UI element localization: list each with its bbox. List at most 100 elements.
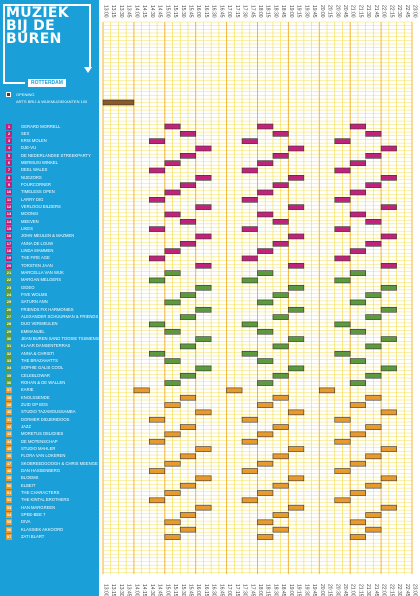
performer-row: 42 JAZZ — [6, 424, 31, 431]
performance-bar — [149, 255, 166, 262]
performance-bar — [365, 292, 382, 298]
performer-name: VERLOOIJ BILDERS — [21, 204, 61, 210]
time-label-top: 19:00 — [288, 5, 294, 18]
time-label-top: 17:00 — [226, 5, 232, 18]
time-label-bottom: 19:15 — [296, 584, 302, 596]
performance-bar — [241, 350, 258, 357]
time-label-top: 18:45 — [280, 5, 286, 18]
performer-name: DAN HASSENBERG — [21, 468, 61, 473]
performer-row: 51 THE CHARACTERS — [6, 490, 59, 496]
performer-number: 25 — [6, 299, 12, 306]
time-label-bottom: 17:45 — [249, 584, 255, 596]
performance-bar — [257, 519, 274, 526]
performer-name: KARIE — [21, 387, 34, 393]
performer-name: LARRY DIG — [21, 196, 44, 202]
performer-row: 11 LARRY DIG — [6, 196, 44, 203]
performer-name: LIKES — [21, 226, 33, 232]
performance-bar — [195, 145, 212, 152]
performer-number: 5 — [6, 152, 12, 159]
performance-bar — [149, 416, 166, 423]
performer-number: 21 — [6, 270, 12, 277]
performer-row: 1 GERARD MORRELL — [6, 123, 60, 130]
performer-row: 53 HAN MARGREEN — [6, 504, 56, 511]
time-label-bottom: 20:30 — [334, 584, 340, 596]
time-label-top: 18:15 — [265, 5, 271, 18]
performance-bar — [149, 277, 166, 284]
performer-name: THE FIRE AGE — [21, 255, 50, 261]
performer-name: MOONSI — [21, 211, 38, 217]
performer-name: MARGAN MELGERS — [21, 277, 62, 283]
performance-bar — [365, 218, 382, 225]
time-label-top: 21:30 — [365, 5, 371, 18]
brand-line-2: BIJ DE — [6, 18, 55, 34]
performer-number: 17 — [6, 240, 12, 247]
performer-row: 30 JEAN BUREN SAND TOOSIE TSSMENSEN — [6, 336, 104, 343]
performance-bar — [257, 534, 274, 540]
performance-bar — [241, 468, 258, 474]
performance-bar — [334, 197, 351, 203]
opening-bar — [102, 99, 135, 106]
performance-bar — [164, 160, 181, 166]
performance-bar — [257, 380, 274, 386]
performer-row: 50 ELBEIT — [6, 482, 35, 489]
performance-bar — [288, 175, 305, 181]
performance-bar — [380, 262, 397, 269]
performer-name: ZUID OP BOS — [21, 402, 48, 408]
frame-top-line — [3, 4, 91, 6]
performance-bar — [241, 321, 258, 328]
performance-bar — [334, 255, 351, 262]
performance-bar — [272, 240, 289, 247]
time-label-top: 15:15 — [172, 5, 178, 18]
time-label-bottom: 16:00 — [195, 584, 201, 596]
performer-name: LINDA MAMMEN — [21, 248, 54, 254]
performance-bar — [334, 350, 351, 357]
performer-number: 9 — [6, 182, 12, 189]
performer-row: 54 SPEE-BEE 7 — [6, 511, 46, 518]
performer-name: KLASSIEK AKKOORD — [21, 526, 64, 532]
performance-bar — [179, 453, 196, 460]
time-label-bottom: 21:45 — [373, 584, 379, 596]
time-label-bottom: 20:45 — [342, 584, 348, 596]
time-label-bottom: 14:45 — [157, 584, 163, 596]
performer-number: 35 — [6, 372, 12, 379]
performance-bar — [334, 167, 351, 174]
performance-bar — [195, 446, 212, 452]
performer-name: SPEE-BEE 7 — [21, 511, 46, 517]
performance-bar — [272, 424, 289, 430]
performance-bar — [149, 468, 166, 474]
performance-bar — [288, 145, 305, 152]
performer-number: 38 — [6, 394, 12, 401]
time-label-top: 22:45 — [404, 5, 410, 18]
performer-row: 45 STUDIO MAHLER — [6, 446, 55, 453]
performer-name: HAN MARGREEN — [21, 504, 56, 510]
performance-bar — [241, 197, 258, 203]
performer-name: ROHAN & DE WALLEN — [21, 380, 66, 386]
performer-name: CELEBLOWAR — [21, 372, 50, 378]
performer-name: SEX — [21, 130, 30, 136]
performer-number: 16 — [6, 233, 12, 240]
performer-row: 46 FLORA VAN LOKEREN — [6, 453, 66, 460]
time-label-top: 14:00 — [133, 5, 139, 18]
performance-bar — [195, 475, 212, 482]
performance-bar — [288, 262, 305, 269]
performance-bar — [349, 328, 366, 335]
performance-bar — [257, 189, 274, 196]
performance-bar — [149, 167, 166, 174]
time-label-bottom: 21:15 — [357, 584, 363, 596]
performer-row: 23 GIDEO — [6, 284, 35, 291]
performer-number: 30 — [6, 336, 12, 343]
performer-name: FLORA VAN LOKEREN — [21, 453, 66, 459]
performer-number: 22 — [6, 277, 12, 284]
time-label-bottom: 19:45 — [311, 584, 317, 596]
performer-row: 25 SATURN ANN — [6, 299, 48, 306]
performer-name: MEEVEN — [21, 218, 39, 224]
performer-row: 5 DE NEDERLANDSE STREEKPARTY — [6, 152, 91, 159]
performance-bar — [195, 409, 212, 416]
performer-name: DEEL WALES — [21, 167, 48, 173]
performer-row: 24 FIVE WOLMS — [6, 292, 47, 299]
performance-bar — [349, 299, 366, 306]
performance-bar — [272, 394, 289, 401]
performer-number: 51 — [6, 490, 12, 496]
performer-name: MORETUS DELIDIIES — [21, 431, 64, 437]
performance-bar — [179, 526, 196, 533]
